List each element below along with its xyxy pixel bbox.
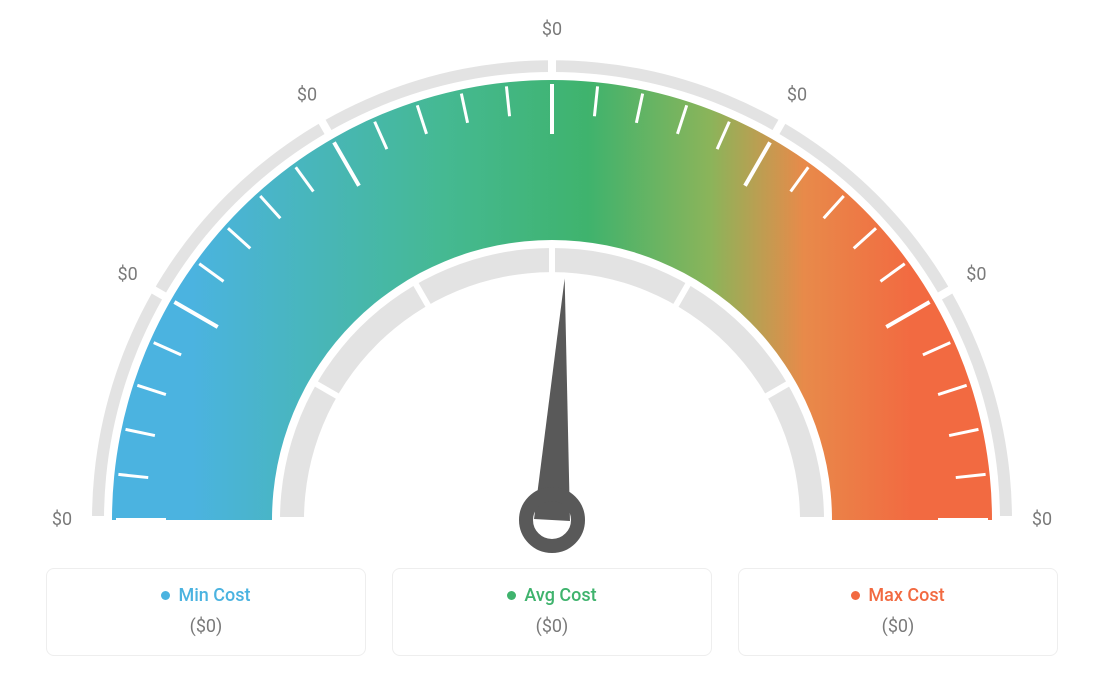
legend-title-text: Min Cost <box>178 585 250 606</box>
cost-gauge: $0 $0 $0 $0 $0 $0 $0 <box>0 0 1104 560</box>
tick-label: $0 <box>542 19 562 40</box>
legend-value-avg: ($0) <box>393 616 711 637</box>
legend-title-min: Min Cost <box>161 585 250 606</box>
legend-title-text: Max Cost <box>868 585 944 606</box>
dot-icon <box>851 591 860 600</box>
legend-value-max: ($0) <box>739 616 1057 637</box>
legend-card-avg: Avg Cost ($0) <box>392 568 712 656</box>
gauge-svg: $0 $0 $0 $0 $0 $0 $0 <box>0 0 1104 560</box>
legend-card-max: Max Cost ($0) <box>738 568 1058 656</box>
tick-label: $0 <box>297 84 317 105</box>
needle <box>534 278 570 521</box>
tick-label: $0 <box>966 264 986 285</box>
legend-row: Min Cost ($0) Avg Cost ($0) Max Cost ($0… <box>0 568 1104 656</box>
legend-title-avg: Avg Cost <box>507 585 596 606</box>
legend-card-min: Min Cost ($0) <box>46 568 366 656</box>
tick-label: $0 <box>1032 509 1052 530</box>
legend-value-min: ($0) <box>47 616 365 637</box>
tick-label: $0 <box>787 84 807 105</box>
tick-label: $0 <box>118 264 138 285</box>
dot-icon <box>161 591 170 600</box>
dot-icon <box>507 591 516 600</box>
legend-title-max: Max Cost <box>851 585 944 606</box>
legend-title-text: Avg Cost <box>524 585 596 606</box>
tick-label: $0 <box>52 509 72 530</box>
